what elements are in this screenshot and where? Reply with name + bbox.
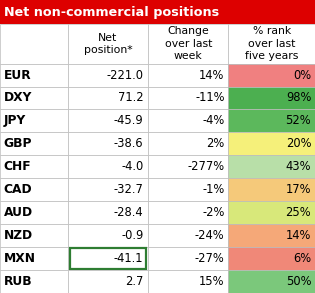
Text: -27%: -27% bbox=[195, 252, 225, 265]
Text: 71.2: 71.2 bbox=[118, 91, 143, 105]
Bar bbox=[148, 24, 228, 64]
Text: CAD: CAD bbox=[4, 183, 32, 196]
Bar bbox=[0, 247, 68, 270]
Bar bbox=[228, 24, 315, 64]
Bar bbox=[0, 155, 68, 178]
Bar bbox=[228, 178, 315, 201]
Text: 20%: 20% bbox=[286, 137, 311, 150]
Bar bbox=[68, 155, 148, 178]
Text: 6%: 6% bbox=[293, 252, 311, 265]
Bar bbox=[148, 110, 228, 132]
Bar bbox=[0, 224, 68, 247]
Text: -277%: -277% bbox=[187, 160, 225, 173]
Bar bbox=[0, 64, 68, 86]
Text: 14%: 14% bbox=[199, 69, 225, 81]
Bar bbox=[228, 132, 315, 155]
Bar bbox=[228, 270, 315, 293]
Bar bbox=[68, 24, 148, 64]
Bar bbox=[148, 86, 228, 110]
Bar bbox=[228, 110, 315, 132]
Bar bbox=[228, 247, 315, 270]
Bar bbox=[68, 224, 148, 247]
Text: -41.1: -41.1 bbox=[114, 252, 143, 265]
Text: -45.9: -45.9 bbox=[114, 115, 143, 127]
Text: -32.7: -32.7 bbox=[113, 183, 143, 196]
Bar bbox=[0, 86, 68, 110]
Bar bbox=[148, 155, 228, 178]
Text: MXN: MXN bbox=[4, 252, 36, 265]
Bar bbox=[0, 201, 68, 224]
Text: 14%: 14% bbox=[286, 229, 311, 242]
Bar bbox=[68, 247, 148, 270]
Text: -4.0: -4.0 bbox=[121, 160, 143, 173]
Text: -1%: -1% bbox=[202, 183, 225, 196]
Text: 43%: 43% bbox=[286, 160, 311, 173]
Bar bbox=[148, 224, 228, 247]
Text: JPY: JPY bbox=[4, 115, 26, 127]
Text: Change
over last
week: Change over last week bbox=[164, 26, 212, 61]
Bar bbox=[228, 224, 315, 247]
Bar bbox=[68, 86, 148, 110]
Bar bbox=[148, 201, 228, 224]
Text: 52%: 52% bbox=[286, 115, 311, 127]
Text: GBP: GBP bbox=[4, 137, 32, 150]
Text: -24%: -24% bbox=[195, 229, 225, 242]
Bar bbox=[70, 248, 146, 269]
Bar bbox=[0, 0, 315, 24]
Bar bbox=[68, 201, 148, 224]
Bar bbox=[148, 64, 228, 86]
Bar bbox=[228, 201, 315, 224]
Text: 25%: 25% bbox=[286, 206, 311, 219]
Bar bbox=[0, 24, 68, 64]
Text: -28.4: -28.4 bbox=[114, 206, 143, 219]
Text: 17%: 17% bbox=[286, 183, 311, 196]
Text: 0%: 0% bbox=[293, 69, 311, 81]
Bar bbox=[148, 178, 228, 201]
Bar bbox=[148, 132, 228, 155]
Bar bbox=[228, 86, 315, 110]
Bar bbox=[0, 178, 68, 201]
Text: 15%: 15% bbox=[199, 275, 225, 288]
Text: -221.0: -221.0 bbox=[106, 69, 143, 81]
Text: 50%: 50% bbox=[286, 275, 311, 288]
Text: Net
position*: Net position* bbox=[83, 33, 132, 55]
Text: CHF: CHF bbox=[4, 160, 32, 173]
Text: NZD: NZD bbox=[4, 229, 33, 242]
Text: -2%: -2% bbox=[202, 206, 225, 219]
Bar bbox=[68, 178, 148, 201]
Text: EUR: EUR bbox=[4, 69, 32, 81]
Bar bbox=[68, 110, 148, 132]
Bar bbox=[68, 64, 148, 86]
Text: -4%: -4% bbox=[202, 115, 225, 127]
Bar bbox=[148, 270, 228, 293]
Text: 2%: 2% bbox=[206, 137, 225, 150]
Text: -38.6: -38.6 bbox=[114, 137, 143, 150]
Text: -0.9: -0.9 bbox=[121, 229, 143, 242]
Bar bbox=[68, 270, 148, 293]
Text: RUB: RUB bbox=[4, 275, 32, 288]
Text: Net non-commercial positions: Net non-commercial positions bbox=[4, 6, 219, 18]
Text: % rank
over last
five years: % rank over last five years bbox=[245, 26, 298, 61]
Bar bbox=[68, 132, 148, 155]
Bar bbox=[228, 64, 315, 86]
Bar bbox=[0, 132, 68, 155]
Text: 2.7: 2.7 bbox=[125, 275, 143, 288]
Text: -11%: -11% bbox=[195, 91, 225, 105]
Text: DXY: DXY bbox=[4, 91, 32, 105]
Bar bbox=[0, 270, 68, 293]
Bar bbox=[228, 155, 315, 178]
Bar bbox=[148, 247, 228, 270]
Bar bbox=[0, 110, 68, 132]
Text: 98%: 98% bbox=[286, 91, 311, 105]
Text: AUD: AUD bbox=[4, 206, 33, 219]
